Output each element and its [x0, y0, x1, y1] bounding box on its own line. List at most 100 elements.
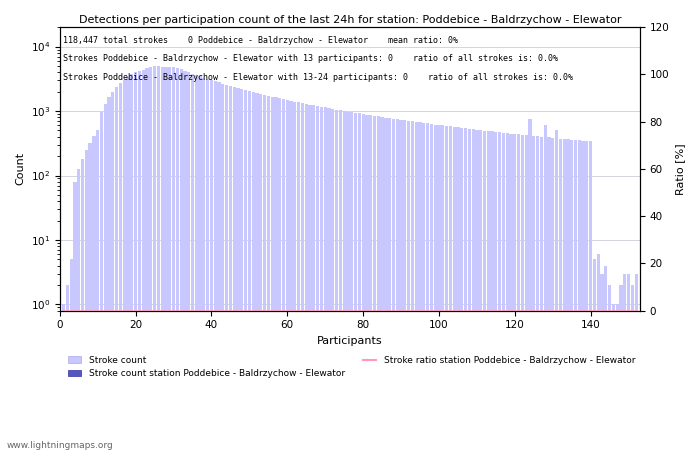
Bar: [395, 119, 399, 450]
Bar: [191, 73, 194, 450]
Bar: [373, 116, 376, 450]
Bar: [491, 131, 494, 450]
Bar: [381, 117, 384, 450]
Bar: [270, 97, 274, 450]
Bar: [195, 75, 198, 450]
Stroke ratio station Poddebice - Baldrzychow - Elewator: [78, 308, 87, 313]
Bar: [138, 71, 141, 450]
Bar: [92, 136, 95, 450]
Bar: [582, 141, 584, 450]
Bar: [286, 100, 289, 450]
Bar: [540, 137, 543, 450]
Bar: [267, 96, 270, 450]
Bar: [309, 104, 312, 450]
Bar: [168, 67, 172, 450]
Bar: [433, 125, 437, 450]
Text: Strokes Poddebice - Baldrzychow - Elewator with 13 participants: 0    ratio of a: Strokes Poddebice - Baldrzychow - Elewat…: [63, 54, 558, 63]
Bar: [187, 72, 190, 450]
Bar: [232, 87, 236, 450]
Bar: [596, 254, 600, 450]
Bar: [229, 86, 232, 450]
Bar: [536, 136, 539, 450]
Bar: [141, 70, 145, 450]
Bar: [623, 274, 626, 450]
Bar: [199, 76, 202, 450]
Bar: [263, 95, 266, 450]
Bar: [604, 266, 608, 450]
Bar: [274, 98, 277, 450]
Bar: [62, 305, 65, 450]
Bar: [157, 66, 160, 450]
Bar: [130, 74, 134, 450]
Bar: [240, 89, 244, 450]
Bar: [608, 285, 611, 450]
Bar: [210, 80, 213, 450]
Bar: [532, 136, 536, 450]
Bar: [361, 114, 365, 450]
Bar: [377, 117, 380, 450]
Bar: [290, 101, 293, 450]
Bar: [350, 112, 354, 450]
Stroke ratio station Poddebice - Baldrzychow - Elewator: [257, 308, 265, 313]
Bar: [631, 285, 634, 450]
Bar: [635, 274, 638, 450]
Bar: [411, 122, 414, 450]
Bar: [218, 82, 220, 450]
Bar: [202, 77, 206, 450]
Bar: [494, 132, 498, 450]
Bar: [244, 90, 247, 450]
Bar: [601, 274, 603, 450]
Bar: [115, 87, 118, 450]
Bar: [179, 69, 183, 450]
Bar: [312, 105, 316, 450]
Bar: [392, 119, 395, 450]
Bar: [331, 109, 335, 450]
Bar: [612, 305, 615, 450]
Bar: [430, 124, 433, 450]
Bar: [358, 113, 361, 450]
Bar: [400, 120, 402, 450]
Bar: [384, 117, 388, 450]
Bar: [472, 129, 475, 450]
Bar: [206, 79, 209, 450]
Bar: [559, 139, 562, 450]
Bar: [426, 123, 429, 450]
Y-axis label: Ratio [%]: Ratio [%]: [675, 143, 685, 195]
Text: www.lightningmaps.org: www.lightningmaps.org: [7, 441, 113, 450]
Bar: [449, 126, 452, 450]
Bar: [328, 108, 330, 450]
Bar: [164, 67, 167, 450]
Bar: [513, 134, 517, 450]
Bar: [593, 259, 596, 450]
Bar: [66, 285, 69, 450]
Bar: [505, 133, 509, 450]
Stroke ratio station Poddebice - Baldrzychow - Elewator: [431, 308, 440, 313]
Bar: [346, 112, 349, 450]
Bar: [74, 182, 76, 450]
Bar: [517, 135, 520, 450]
Bar: [498, 132, 501, 450]
Stroke ratio station Poddebice - Baldrzychow - Elewator: [442, 308, 451, 313]
Bar: [293, 102, 297, 450]
Bar: [544, 126, 547, 450]
Bar: [502, 133, 505, 450]
Bar: [475, 130, 479, 450]
Bar: [403, 120, 407, 450]
Bar: [566, 140, 570, 450]
Text: 118,447 total strokes    0 Poddebice - Baldrzychow - Elewator    mean ratio: 0%: 118,447 total strokes 0 Poddebice - Bald…: [63, 36, 458, 45]
Bar: [441, 126, 444, 450]
Bar: [278, 98, 281, 450]
Bar: [479, 130, 482, 450]
Bar: [414, 122, 418, 450]
Bar: [104, 104, 107, 450]
Bar: [445, 126, 448, 450]
Bar: [85, 150, 88, 450]
Bar: [438, 125, 440, 450]
Bar: [342, 111, 346, 450]
Bar: [96, 130, 99, 450]
Bar: [122, 80, 126, 450]
Bar: [388, 118, 391, 450]
Bar: [354, 113, 357, 450]
Bar: [282, 99, 285, 450]
Bar: [528, 119, 531, 450]
